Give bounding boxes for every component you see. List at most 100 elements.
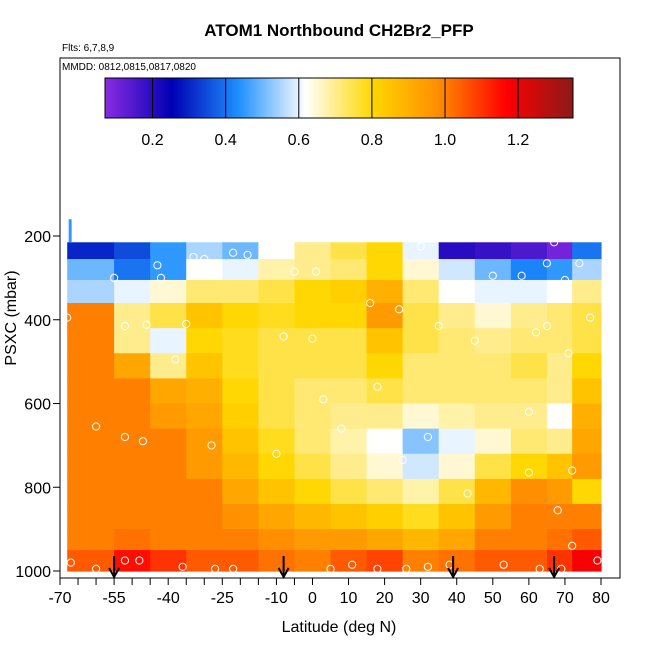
sample-point [568, 466, 577, 475]
heatmap-cell [222, 453, 259, 480]
heatmap-cell [474, 453, 512, 480]
heatmap-cell [67, 353, 115, 379]
heatmap-cell [114, 259, 151, 281]
heatmap-cell [186, 353, 223, 379]
sample-point [366, 298, 375, 308]
heatmap-cell [510, 378, 548, 405]
heatmap-cell [510, 403, 548, 430]
heatmap-cell [438, 242, 476, 260]
heatmap-cell [546, 242, 573, 260]
heatmap-cell [186, 279, 223, 304]
samples-layer [63, 238, 602, 574]
heatmap-cell [294, 303, 332, 329]
heatmap-cell [366, 378, 404, 405]
x-tick-label: 70 [556, 590, 574, 607]
heatmap-cell [114, 328, 151, 354]
heatmap-cell [258, 303, 296, 329]
x-axis: -70 -55 -40 -25 -10 0 10 20 30 40 50 60 70 80 [48, 578, 610, 607]
heatmap-cell [186, 428, 223, 455]
heatmap-cell [150, 242, 187, 260]
heatmap-cell [366, 403, 404, 430]
heatmap-cell [330, 279, 368, 304]
heatmap-cell [474, 550, 512, 572]
heatmap-cell [150, 353, 187, 379]
sample-point [373, 564, 382, 574]
heatmap-cell [258, 378, 296, 405]
heatmap-cell [402, 550, 440, 572]
heatmap-cell [150, 453, 187, 480]
heatmap-cell [510, 529, 548, 551]
heatmap-cell [222, 378, 259, 405]
colorbar-tick-label: 0.2 [141, 132, 163, 149]
sample-point [337, 424, 346, 433]
heatmap-cell [474, 242, 512, 260]
heatmap-cell [186, 478, 223, 505]
sample-point [63, 313, 72, 322]
heatmap-layer [67, 219, 602, 572]
x-tick-label: 60 [520, 590, 538, 607]
heatmap-cell [186, 504, 223, 530]
heatmap-cell [258, 478, 296, 505]
heatmap-cell [150, 478, 187, 505]
heatmap-cell [366, 353, 404, 379]
heatmap-cell [402, 328, 440, 354]
heatmap-cell [258, 550, 296, 572]
heatmap-cell [366, 328, 404, 354]
sample-point [564, 349, 573, 358]
heatmap-cell [186, 453, 223, 480]
sample-point [210, 564, 220, 574]
heatmap-cell [510, 453, 548, 480]
heatmap-cell [258, 242, 296, 260]
heatmap-cell [474, 403, 512, 430]
sample-point [517, 271, 526, 280]
y-tick-label: 200 [24, 229, 51, 246]
heatmap-cell [114, 353, 151, 379]
heatmap-cell [67, 550, 115, 572]
heatmap-cell [438, 353, 476, 379]
heatmap-cell [402, 403, 440, 430]
colorbar-tick-label: 0.8 [361, 132, 383, 149]
heatmap-cell [438, 259, 476, 281]
heatmap-cell [366, 504, 404, 530]
sample-point [265, 248, 274, 257]
heatmap-cell [366, 279, 404, 304]
sample-point [243, 250, 252, 259]
heatmap-cell [474, 478, 512, 505]
sample-point [434, 321, 443, 331]
heatmap-cell [510, 428, 548, 455]
y-tick-label: 800 [24, 480, 51, 497]
sample-point [66, 558, 75, 567]
sample-point [586, 313, 595, 322]
heatmap-cell [222, 403, 259, 430]
heatmap-cell [294, 453, 332, 480]
heatmap-cell [546, 378, 573, 405]
heatmap-cell [67, 529, 115, 551]
heatmap-cell [258, 279, 296, 304]
heatmap-cell [572, 259, 602, 281]
heatmap-cell [572, 328, 602, 354]
heatmap-cell [402, 242, 440, 260]
sample-point [423, 562, 432, 571]
heatmap-cell [546, 428, 573, 455]
sample-point [593, 556, 602, 565]
heatmap-cell [330, 242, 368, 260]
heatmap-cell [510, 279, 548, 304]
sample-point [290, 267, 299, 276]
heatmap-cell [186, 328, 223, 354]
heatmap-cell [114, 303, 151, 329]
heatmap-cell [222, 478, 259, 505]
heatmap-cell [474, 504, 512, 530]
heatmap-cell [222, 504, 259, 530]
heatmap-cell [438, 478, 476, 505]
heatmap-cell [330, 353, 368, 379]
sample-point [542, 259, 552, 268]
heatmap-cell [186, 259, 223, 281]
sample-point [182, 319, 191, 329]
heatmap-cell [510, 303, 548, 329]
heatmap-cell [222, 328, 259, 354]
heatmap-cell [294, 550, 332, 572]
sample-point [550, 238, 559, 247]
heatmap-cell [114, 403, 151, 430]
sample-point [423, 432, 432, 442]
sample-point [553, 506, 562, 515]
